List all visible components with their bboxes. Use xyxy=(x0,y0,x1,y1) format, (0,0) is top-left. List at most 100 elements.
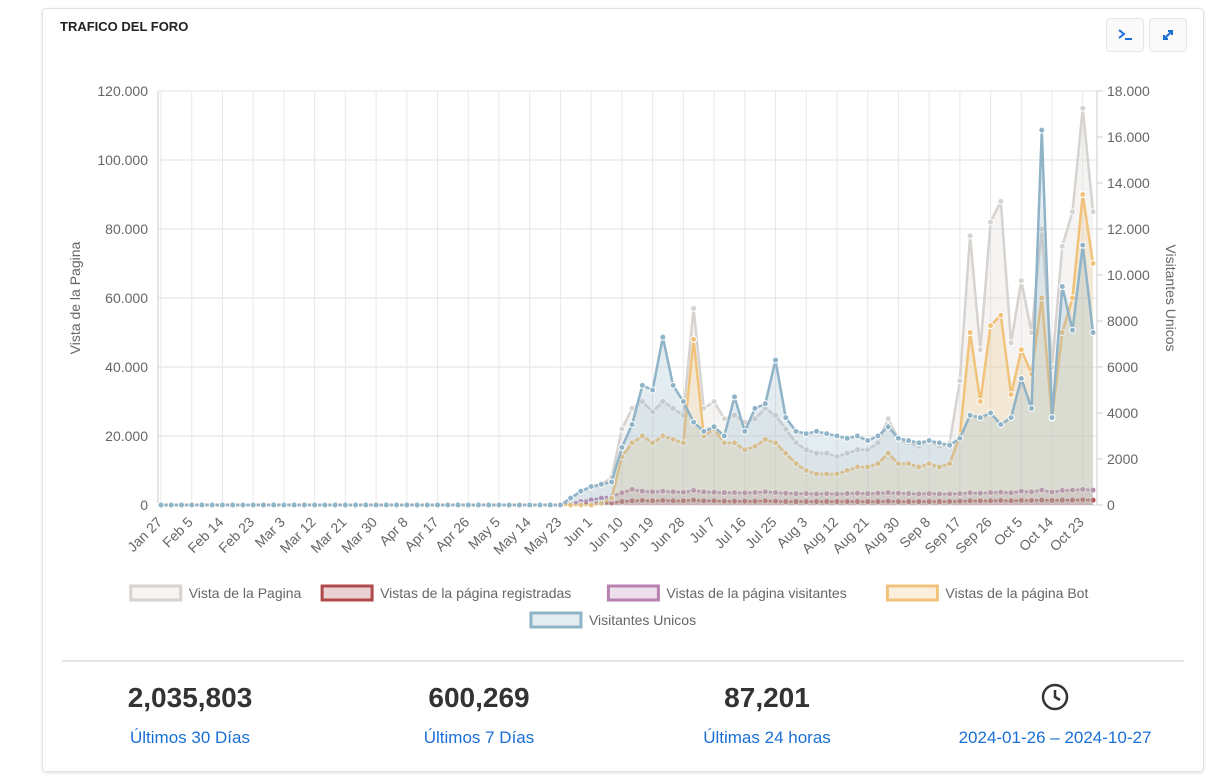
data-point xyxy=(177,501,185,509)
data-point xyxy=(833,470,841,478)
data-point xyxy=(628,404,636,412)
data-point xyxy=(1048,497,1056,505)
data-point xyxy=(966,232,974,240)
data-point xyxy=(905,490,913,498)
data-point xyxy=(966,329,974,336)
y2-tick-label: 4000 xyxy=(1107,405,1138,421)
data-point xyxy=(679,488,687,496)
data-point xyxy=(823,430,831,438)
data-point xyxy=(874,460,882,468)
data-point xyxy=(987,497,995,505)
terminal-button[interactable] xyxy=(1106,18,1144,52)
data-point xyxy=(669,488,677,496)
y2-tick-label: 6000 xyxy=(1107,359,1138,375)
data-point xyxy=(782,498,790,506)
data-point xyxy=(157,501,165,509)
data-point xyxy=(167,501,175,509)
data-point xyxy=(495,501,503,509)
data-point xyxy=(823,490,831,498)
data-point xyxy=(1038,496,1046,504)
data-point xyxy=(812,498,820,506)
data-point xyxy=(761,497,769,505)
y2-tick-label: 2000 xyxy=(1107,451,1138,467)
data-point xyxy=(925,490,933,498)
data-point xyxy=(772,356,780,364)
data-point xyxy=(935,439,943,447)
data-point xyxy=(751,404,759,412)
data-point xyxy=(802,430,810,438)
data-point xyxy=(823,498,831,506)
legend-swatch xyxy=(885,584,939,602)
x-tick-label: Jul 16 xyxy=(711,514,749,552)
data-point xyxy=(239,501,247,509)
data-point xyxy=(618,444,626,451)
data-point xyxy=(690,487,698,495)
data-point xyxy=(720,439,728,447)
data-point xyxy=(1017,487,1025,495)
x-tick-label: Mar 30 xyxy=(338,514,380,556)
y-axis-title: Vista de la Pagina xyxy=(67,241,83,354)
stat: 87,201 Últimas 24 horas xyxy=(622,682,912,748)
data-point xyxy=(1058,487,1066,495)
data-point xyxy=(659,333,667,341)
data-point xyxy=(1038,126,1046,134)
data-point xyxy=(1017,346,1025,354)
expand-button[interactable] xyxy=(1149,18,1187,52)
data-point xyxy=(659,497,667,505)
legend-label: Vistas de la página Bot xyxy=(945,585,1088,601)
data-point xyxy=(884,415,892,423)
y2-tick-label: 16.000 xyxy=(1107,129,1150,145)
data-point xyxy=(311,501,319,509)
data-point xyxy=(1058,242,1066,250)
y2-axis-title: Visitantes Unicos xyxy=(1163,244,1179,351)
data-point xyxy=(741,489,749,497)
y2-tick-label: 18.000 xyxy=(1107,83,1150,99)
data-point xyxy=(874,432,882,440)
data-point xyxy=(741,497,749,505)
expand-icon xyxy=(1163,30,1173,40)
data-point xyxy=(915,439,923,447)
data-point xyxy=(853,489,861,497)
data-point xyxy=(833,498,841,506)
data-point xyxy=(454,501,462,509)
stat-value: 600,269 xyxy=(428,682,530,713)
stat: 600,269 Últimos 7 Días xyxy=(334,682,624,748)
data-point xyxy=(843,490,851,498)
data-point xyxy=(690,418,698,426)
data-point xyxy=(720,489,728,497)
data-point xyxy=(649,488,657,496)
data-point xyxy=(1089,260,1097,267)
data-point xyxy=(1079,496,1087,504)
data-point xyxy=(833,490,841,498)
y2-tick-label: 8000 xyxy=(1107,313,1138,329)
stat-label: Últimas 24 horas xyxy=(703,728,831,747)
data-point xyxy=(1028,404,1036,412)
y-tick-label: 60.000 xyxy=(105,290,148,306)
data-point xyxy=(1079,241,1087,249)
data-point xyxy=(710,398,718,405)
data-point xyxy=(669,404,677,412)
data-point xyxy=(956,490,964,498)
data-point xyxy=(792,460,800,468)
data-point xyxy=(792,427,800,435)
data-point xyxy=(925,460,933,468)
data-point xyxy=(1079,191,1087,198)
data-point xyxy=(864,437,872,445)
data-point xyxy=(382,501,390,509)
data-point xyxy=(669,381,677,389)
data-point xyxy=(976,489,984,497)
x-tick-label: Apr 17 xyxy=(401,514,442,555)
data-point xyxy=(720,415,728,423)
data-point xyxy=(782,414,790,422)
data-point xyxy=(649,408,657,416)
data-point xyxy=(536,501,544,509)
data-point xyxy=(669,435,677,443)
stat: 2024-01-26 – 2024-10-27 xyxy=(910,682,1200,748)
data-point xyxy=(905,437,913,445)
data-point xyxy=(638,497,646,505)
data-point xyxy=(700,488,708,496)
data-point xyxy=(218,501,226,509)
data-point xyxy=(229,501,237,509)
stat-value: 87,201 xyxy=(724,682,810,713)
